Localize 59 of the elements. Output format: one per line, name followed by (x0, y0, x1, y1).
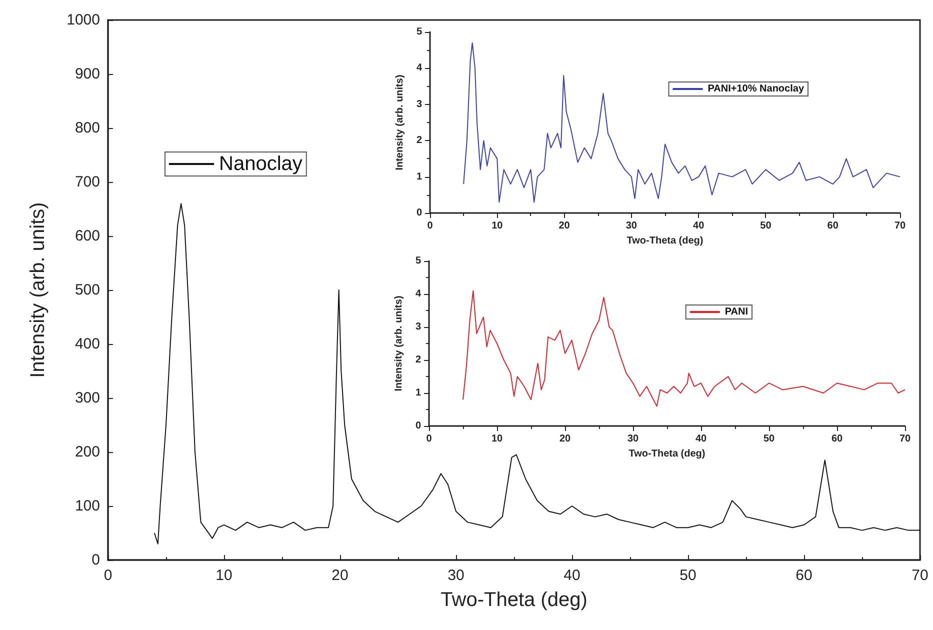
x-tick-label: 20 (332, 567, 348, 584)
y-tick-label: 100 (74, 498, 100, 514)
x-tick-label: 50 (680, 567, 696, 584)
y-tick-label: 5 (415, 256, 422, 266)
y-tick-label: 5 (416, 26, 422, 38)
y-tick-label: 1 (416, 171, 422, 182)
y-tick-label: 3 (415, 322, 422, 332)
x-tick-label: 40 (695, 434, 707, 444)
y-tick-label: 1000 (66, 12, 100, 28)
y-tick-label: 900 (74, 66, 100, 82)
x-tick-label: 0 (426, 434, 432, 444)
x-tick-label: 70 (912, 567, 928, 584)
x-tick-label: 10 (216, 567, 232, 584)
x-tick-label: 0 (104, 567, 112, 584)
x-tick-label: 70 (894, 220, 906, 232)
y-tick-label: 300 (74, 390, 100, 406)
x-axis-title: Two-Theta (deg) (440, 589, 588, 611)
x-tick-label: 0 (427, 220, 434, 232)
x-tick-label: 40 (564, 567, 580, 584)
y-tick-label: 2 (416, 135, 422, 146)
y-axis-title: Intensity (arb. units) (394, 296, 404, 392)
y-tick-label: 700 (74, 174, 100, 190)
x-tick-label: 20 (558, 220, 570, 232)
y-tick-label: 4 (415, 288, 422, 300)
y-tick-label: 200 (74, 444, 100, 460)
legend-label: Nanoclay (219, 153, 302, 175)
x-tick-label: 10 (491, 434, 503, 444)
y-tick-label: 3 (416, 98, 422, 110)
y-tick-label: 500 (74, 282, 100, 298)
x-tick-label: 60 (796, 567, 812, 584)
y-tick-label: 400 (74, 336, 100, 352)
y-axis-title: Intensity (arb. units) (27, 202, 49, 378)
y-tick-label: 4 (416, 62, 422, 74)
legend-label: PANI+10% Nanoclay (708, 84, 804, 94)
x-tick-label: 60 (827, 220, 839, 232)
x-tick-label: 60 (831, 434, 843, 444)
y-tick-label: 600 (74, 228, 100, 244)
x-tick-label: 30 (448, 567, 464, 584)
x-tick-label: 30 (627, 434, 639, 444)
line-series (154, 203, 920, 544)
x-tick-label: 30 (626, 220, 638, 232)
y-axis-title: Intensity (arb. units) (394, 74, 406, 170)
y-tick-label: 2 (415, 354, 422, 366)
x-axis-title: Two-Theta (deg) (626, 235, 704, 246)
x-tick-label: 20 (559, 434, 571, 444)
x-tick-label: 10 (492, 220, 504, 232)
legend-label: PANI (724, 306, 748, 318)
y-tick-label: 0 (92, 552, 100, 568)
y-tick-label: 800 (74, 120, 100, 136)
line-series (462, 290, 906, 407)
x-tick-label: 50 (763, 434, 775, 444)
x-tick-label: 70 (899, 434, 911, 444)
y-tick-label: 0 (416, 208, 422, 218)
y-tick-label: 1 (415, 388, 422, 398)
x-axis-title: Two-Theta (deg) (628, 448, 706, 460)
y-tick-label: 0 (415, 420, 422, 432)
x-tick-label: 50 (760, 220, 772, 232)
x-tick-label: 40 (693, 220, 705, 232)
line-series (463, 42, 900, 203)
